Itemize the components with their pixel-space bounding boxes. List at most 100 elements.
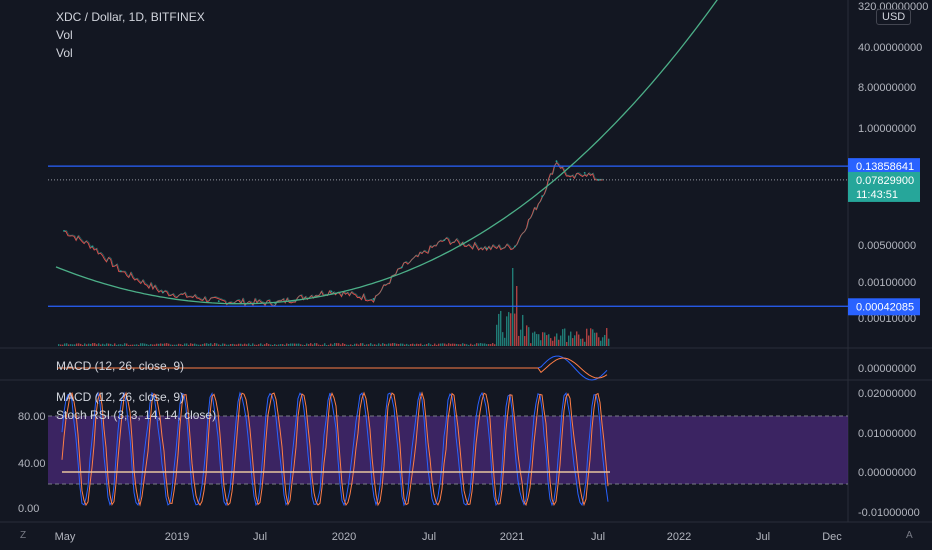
volume-bar [452,343,454,346]
macd-signal-line[interactable] [58,357,608,379]
volume-bar [218,344,220,346]
volume-bar [88,343,90,346]
stoch-rsi-label[interactable]: Stoch RSI (3, 3, 14, 14, close) [56,408,217,422]
volume-bar [222,343,224,346]
volume-bar [192,343,194,346]
stoch-left-tick-label: 80.00 [18,411,46,423]
auto-scale-button[interactable]: A [906,530,913,541]
volume-bar [492,343,494,346]
volume-bar [60,344,62,346]
volume-bar [558,339,560,346]
macd-label-lower[interactable]: MACD (12, 26, close, 9) [56,390,185,404]
volume-bar [546,335,548,346]
resistance-price-tag[interactable] [848,158,920,176]
time-axis-label: Jul [756,531,770,543]
volume-bar [536,334,538,346]
stoch-d-line[interactable] [61,391,609,507]
volume-bar [484,343,486,346]
volume-bar [220,344,222,346]
volume-bar [156,343,158,346]
volume-bar [72,344,74,346]
volume-bar [414,344,416,346]
volume-bar [214,343,216,346]
volume-bar [198,344,200,346]
volume-label[interactable]: Vol [56,46,73,60]
volume-bar [262,344,264,346]
currency-unit-button[interactable]: USD [876,9,912,25]
volume-bar [132,344,134,346]
stoch-k-line[interactable] [61,391,609,507]
volume-bar [518,335,520,346]
volume-bar [106,343,108,346]
volume-bar [490,344,492,346]
volume-bar [332,344,334,346]
volume-bar [78,343,80,346]
volume-bar [528,327,530,346]
volume-bar [472,344,474,346]
volume-bar [236,344,238,346]
time-axis-label: Jul [422,531,436,543]
volume-bar [600,340,602,346]
volume-bar [308,344,310,346]
volume-bar [90,343,92,346]
volume-bar [374,344,376,346]
time-axis-label: Jul [591,531,605,543]
volume-bar [514,313,516,346]
volume-bar [494,344,496,346]
parabolic-curve[interactable] [55,0,848,305]
volume-bar [248,343,250,346]
volume-bar [340,344,342,346]
symbol-title[interactable]: XDC / Dollar, 1D, BITFINEX [56,10,205,24]
volume-bar [334,343,336,346]
volume-bar [432,344,434,346]
volume-bar [406,343,408,346]
volume-bar [430,344,432,346]
volume-bar [544,332,546,346]
volume-bar [184,343,186,346]
volume-bar [576,331,578,346]
volume-bar [164,343,166,346]
time-axis-label: 2019 [165,531,189,543]
macd-label[interactable]: MACD (12, 26, close, 9) [56,359,185,373]
volume-bar [322,344,324,346]
volume-bar [454,343,456,346]
volume-bar [274,344,276,346]
volume-bar [174,344,176,346]
volume-bar [62,344,64,346]
volume-bar [380,344,382,346]
volume-bar [160,343,162,346]
volume-bar [302,344,304,346]
volume-bar [298,343,300,346]
price-point [372,298,375,300]
volume-bar [300,344,302,346]
volume-bar [306,343,308,346]
volume-bar [318,344,320,346]
volume-bar [286,343,288,346]
volume-bar [246,344,248,346]
volume-bar [256,344,258,346]
volume-bar [382,343,384,346]
volume-bar [594,332,596,346]
volume-bar [450,343,452,346]
macd-tick-label: 0.00000000 [858,363,916,375]
volume-label[interactable]: Vol [56,28,73,42]
support-price-tag[interactable] [848,298,920,316]
volume-bar [250,344,252,346]
last-price-tag-text: 0.07829900 [856,175,914,187]
volume-bar [150,344,152,346]
last-price-tag[interactable] [848,171,920,202]
volume-bar [272,344,274,346]
stoch-left-tick-label: 0.00 [18,503,39,515]
volume-bar [462,343,464,346]
volume-bar [486,344,488,346]
volume-bar [572,338,574,346]
volume-bar [356,343,358,346]
volume-bar [474,344,476,346]
zoom-button[interactable]: Z [20,530,27,541]
volume-bar [552,340,554,346]
volume-bar [372,344,374,346]
volume-bar [304,344,306,346]
volume-bar [526,325,528,346]
volume-bar [590,328,592,346]
